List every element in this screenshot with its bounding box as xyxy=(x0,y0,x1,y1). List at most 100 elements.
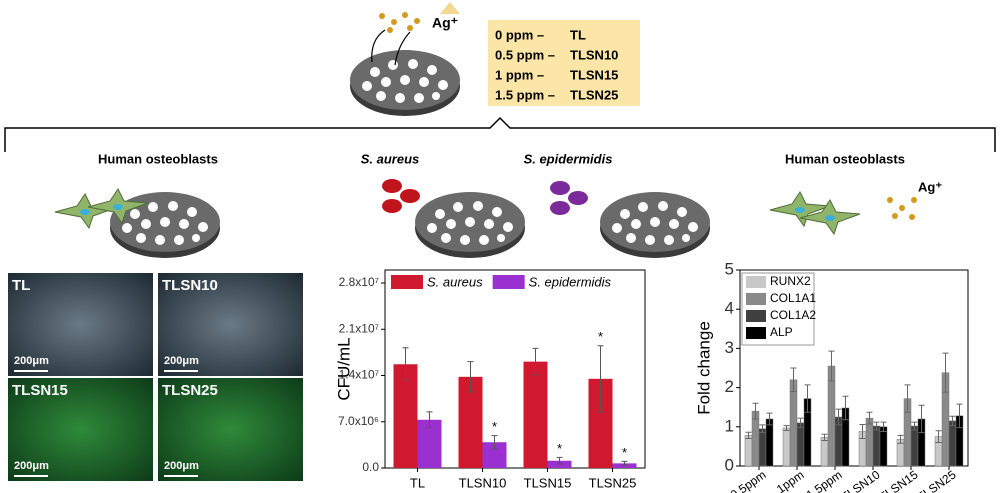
error-bar xyxy=(828,350,835,382)
error-bar xyxy=(621,460,628,466)
error-bar xyxy=(532,347,539,376)
y-tick-label: 0.0 xyxy=(362,460,379,474)
bar xyxy=(948,420,957,467)
error-bar xyxy=(880,421,887,433)
scale-label: 200μm xyxy=(164,460,199,472)
key-sample: TLSN15 xyxy=(570,67,618,82)
error-bar xyxy=(918,404,925,434)
legend-swatch xyxy=(746,310,766,322)
error-bar xyxy=(904,384,911,413)
significance: * xyxy=(492,419,497,434)
ion-label: Ag⁺ xyxy=(918,179,942,194)
plot-frame xyxy=(739,269,969,467)
error-bar xyxy=(935,430,942,443)
error-bar xyxy=(859,423,866,440)
y-tick-label: 5 xyxy=(725,259,734,278)
x-tick-label: TLSN10 xyxy=(459,475,507,490)
scaffold xyxy=(350,50,460,116)
error-bar xyxy=(942,352,949,393)
legend-label: S. aureus xyxy=(427,274,483,289)
key-dose: 0.5 ppm – xyxy=(495,47,555,62)
error-bar xyxy=(597,345,604,413)
bacteria xyxy=(550,181,588,215)
error-bar xyxy=(873,421,880,431)
x-tick-label: 1.5ppm xyxy=(804,468,845,493)
error-bar xyxy=(835,408,842,426)
legend-swatch xyxy=(746,327,766,339)
error-bar xyxy=(866,411,873,425)
key-dose: 1 ppm – xyxy=(495,67,544,82)
error-bar xyxy=(426,411,433,429)
micrograph xyxy=(8,273,153,376)
legend-label: S. epidermidis xyxy=(529,274,612,289)
error-bar xyxy=(911,421,918,431)
key-sample: TL xyxy=(570,27,586,42)
y-tick-label: 7.0x10⁶ xyxy=(338,414,379,428)
bar xyxy=(782,427,791,467)
arrow-up xyxy=(440,2,460,14)
key-dose: 0 ppm – xyxy=(495,27,544,42)
micrograph xyxy=(158,378,303,481)
error-bar xyxy=(752,402,759,420)
x-tick-label: TLSN10 xyxy=(838,467,882,493)
y-tick-label: 2.1x10⁷ xyxy=(339,321,379,335)
bar xyxy=(744,435,753,467)
error-bar xyxy=(956,403,963,429)
error-bar xyxy=(783,425,790,431)
significance: * xyxy=(622,445,627,460)
micrograph-label: TLSN10 xyxy=(162,277,218,294)
error-bar xyxy=(897,434,904,444)
bacteria xyxy=(382,179,420,213)
legend-swatch xyxy=(746,276,766,288)
bar xyxy=(820,437,829,467)
micrograph-label: TLSN15 xyxy=(12,382,68,399)
scale-label: 200μm xyxy=(14,355,49,367)
bar xyxy=(865,417,874,467)
error-bar xyxy=(804,384,811,413)
scaffold xyxy=(415,192,525,258)
y-tick-label: 2 xyxy=(725,377,734,396)
error-bar xyxy=(745,431,752,440)
section-label: S. epidermidis xyxy=(524,151,613,166)
legend-swatch xyxy=(391,275,423,289)
legend-label: RUNX2 xyxy=(770,274,811,288)
x-tick-label: TLSN25 xyxy=(914,467,958,493)
micrograph xyxy=(8,378,153,481)
error-bar xyxy=(402,347,409,382)
error-bar xyxy=(759,424,766,434)
scale-label: 200μm xyxy=(14,460,49,472)
x-tick-label: TLSN25 xyxy=(589,475,637,490)
cell xyxy=(54,193,116,229)
bracket xyxy=(4,116,996,152)
bar xyxy=(879,426,888,467)
section-label: Human osteoblasts xyxy=(98,151,218,166)
key-box xyxy=(488,20,640,106)
key-dose: 1.5 ppm – xyxy=(495,87,555,102)
x-tick-label: TLSN15 xyxy=(876,467,920,493)
key-sample: TLSN25 xyxy=(570,87,618,102)
bar xyxy=(523,361,548,468)
plot-frame xyxy=(384,269,646,469)
charts: 0.0 7.0x10⁶ 1.4x10⁷ 2.1x10⁷ 2.8x10⁷ CFU/mL TL T… xyxy=(334,259,969,493)
key: 0 ppm – TL 0.5 ppm – TLSN10 1 ppm – TLSN15 1.5… xyxy=(495,27,618,102)
y-tick-label: 4 xyxy=(725,299,734,318)
legend-label: COL1A2 xyxy=(770,308,816,322)
micrographs: TL 200μm TLSN10 200μm TLSN15 200μm TLSN25 200μm xyxy=(8,273,303,481)
error-bar xyxy=(821,433,828,442)
x-tick-label: TLSN15 xyxy=(524,475,572,490)
error-bar xyxy=(790,367,797,393)
scale-label: 200μm xyxy=(164,355,199,367)
legend-swatch xyxy=(746,293,766,305)
error-bar xyxy=(949,415,956,427)
micrograph-label: TLSN25 xyxy=(162,382,218,399)
error-bar xyxy=(766,412,773,426)
y-axis-label: CFU/mL xyxy=(334,337,353,400)
x-tick-label: 1ppm xyxy=(774,468,807,493)
legend-label: ALP xyxy=(770,325,793,339)
significance: * xyxy=(557,441,562,456)
error-bar xyxy=(842,395,849,421)
bar xyxy=(872,425,881,467)
bar xyxy=(758,428,767,467)
ion-dots xyxy=(887,197,917,220)
